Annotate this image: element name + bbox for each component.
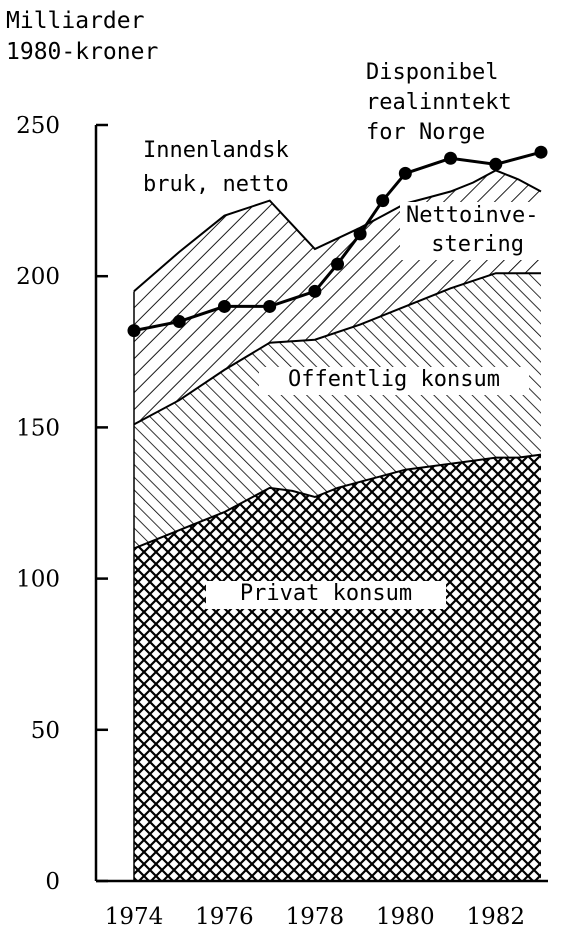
data-point [217, 299, 231, 313]
y-tick-label: 150 [16, 415, 60, 441]
y-axis-unit-label: Milliarder 1980-kroner [6, 6, 158, 68]
y-tick-label: 100 [16, 567, 60, 593]
data-point [172, 315, 186, 329]
privat-konsum-label-bg [206, 581, 446, 609]
privat-konsum-edge [133, 453, 542, 550]
y-axis-unit-line-1: Milliarder [6, 8, 145, 34]
offentlig-konsum-label-bg [259, 367, 529, 395]
data-point [263, 299, 277, 313]
nettoinvestering-edge [133, 169, 542, 293]
data-point [489, 157, 503, 171]
privat-konsum-label: Privat konsum [240, 581, 412, 606]
x-tick-label: 1978 [286, 904, 345, 930]
axes: 0 50 100 150 200 250 1974 1976 1978 1980 1982 [16, 113, 548, 930]
data-point [376, 194, 390, 208]
data-point [331, 257, 344, 271]
income-line-series [127, 145, 548, 338]
disponibel-label-bg [360, 120, 520, 146]
y-axis-unit-line-2: 1980-kroner [6, 39, 159, 65]
offentlig-konsum-label: Offentlig konsum [288, 367, 500, 392]
nettoinvestering-label: stering [431, 232, 524, 257]
innenlandsk-bruk-label: Innenlandsk [143, 138, 289, 163]
data-point [353, 227, 367, 241]
x-tick-label: 1974 [105, 904, 164, 930]
y-tick-label: 200 [16, 264, 60, 290]
x-tick-label: 1982 [467, 904, 526, 930]
y-tick-label: 50 [31, 718, 60, 744]
innenlandsk-bruk-label: bruk, netto [143, 172, 289, 197]
y-tick-label: 250 [16, 113, 60, 139]
y-tick-label: 0 [45, 869, 60, 895]
x-tick-label: 1980 [376, 904, 435, 930]
data-point [444, 151, 458, 165]
data-point [398, 166, 412, 180]
nettoinvestering-label-bg [400, 202, 568, 260]
area-offentlig-konsum [134, 273, 541, 549]
disponibel-realinntekt-label: Disponibel [366, 60, 498, 85]
disponibel-realinntekt-label: realinntekt [366, 90, 512, 115]
annotation-labels: Innenlandsk bruk, netto Offentlig konsum Pr… [143, 60, 568, 609]
disponibel-realinntekt-line [133, 150, 542, 333]
x-tick-label: 1976 [195, 904, 254, 930]
data-point [534, 145, 548, 159]
offentlig-konsum-edge [133, 272, 541, 426]
nettoinvestering-label: Nettoinve- [406, 203, 538, 228]
data-point [308, 284, 322, 298]
disponibel-realinntekt-label: for Norge [366, 120, 485, 145]
stacked-areas [133, 169, 542, 881]
data-point [127, 324, 141, 338]
area-privat-konsum [134, 454, 541, 881]
